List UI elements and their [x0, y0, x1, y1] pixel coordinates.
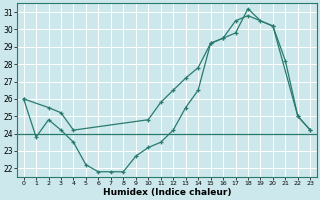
X-axis label: Humidex (Indice chaleur): Humidex (Indice chaleur)	[103, 188, 231, 197]
